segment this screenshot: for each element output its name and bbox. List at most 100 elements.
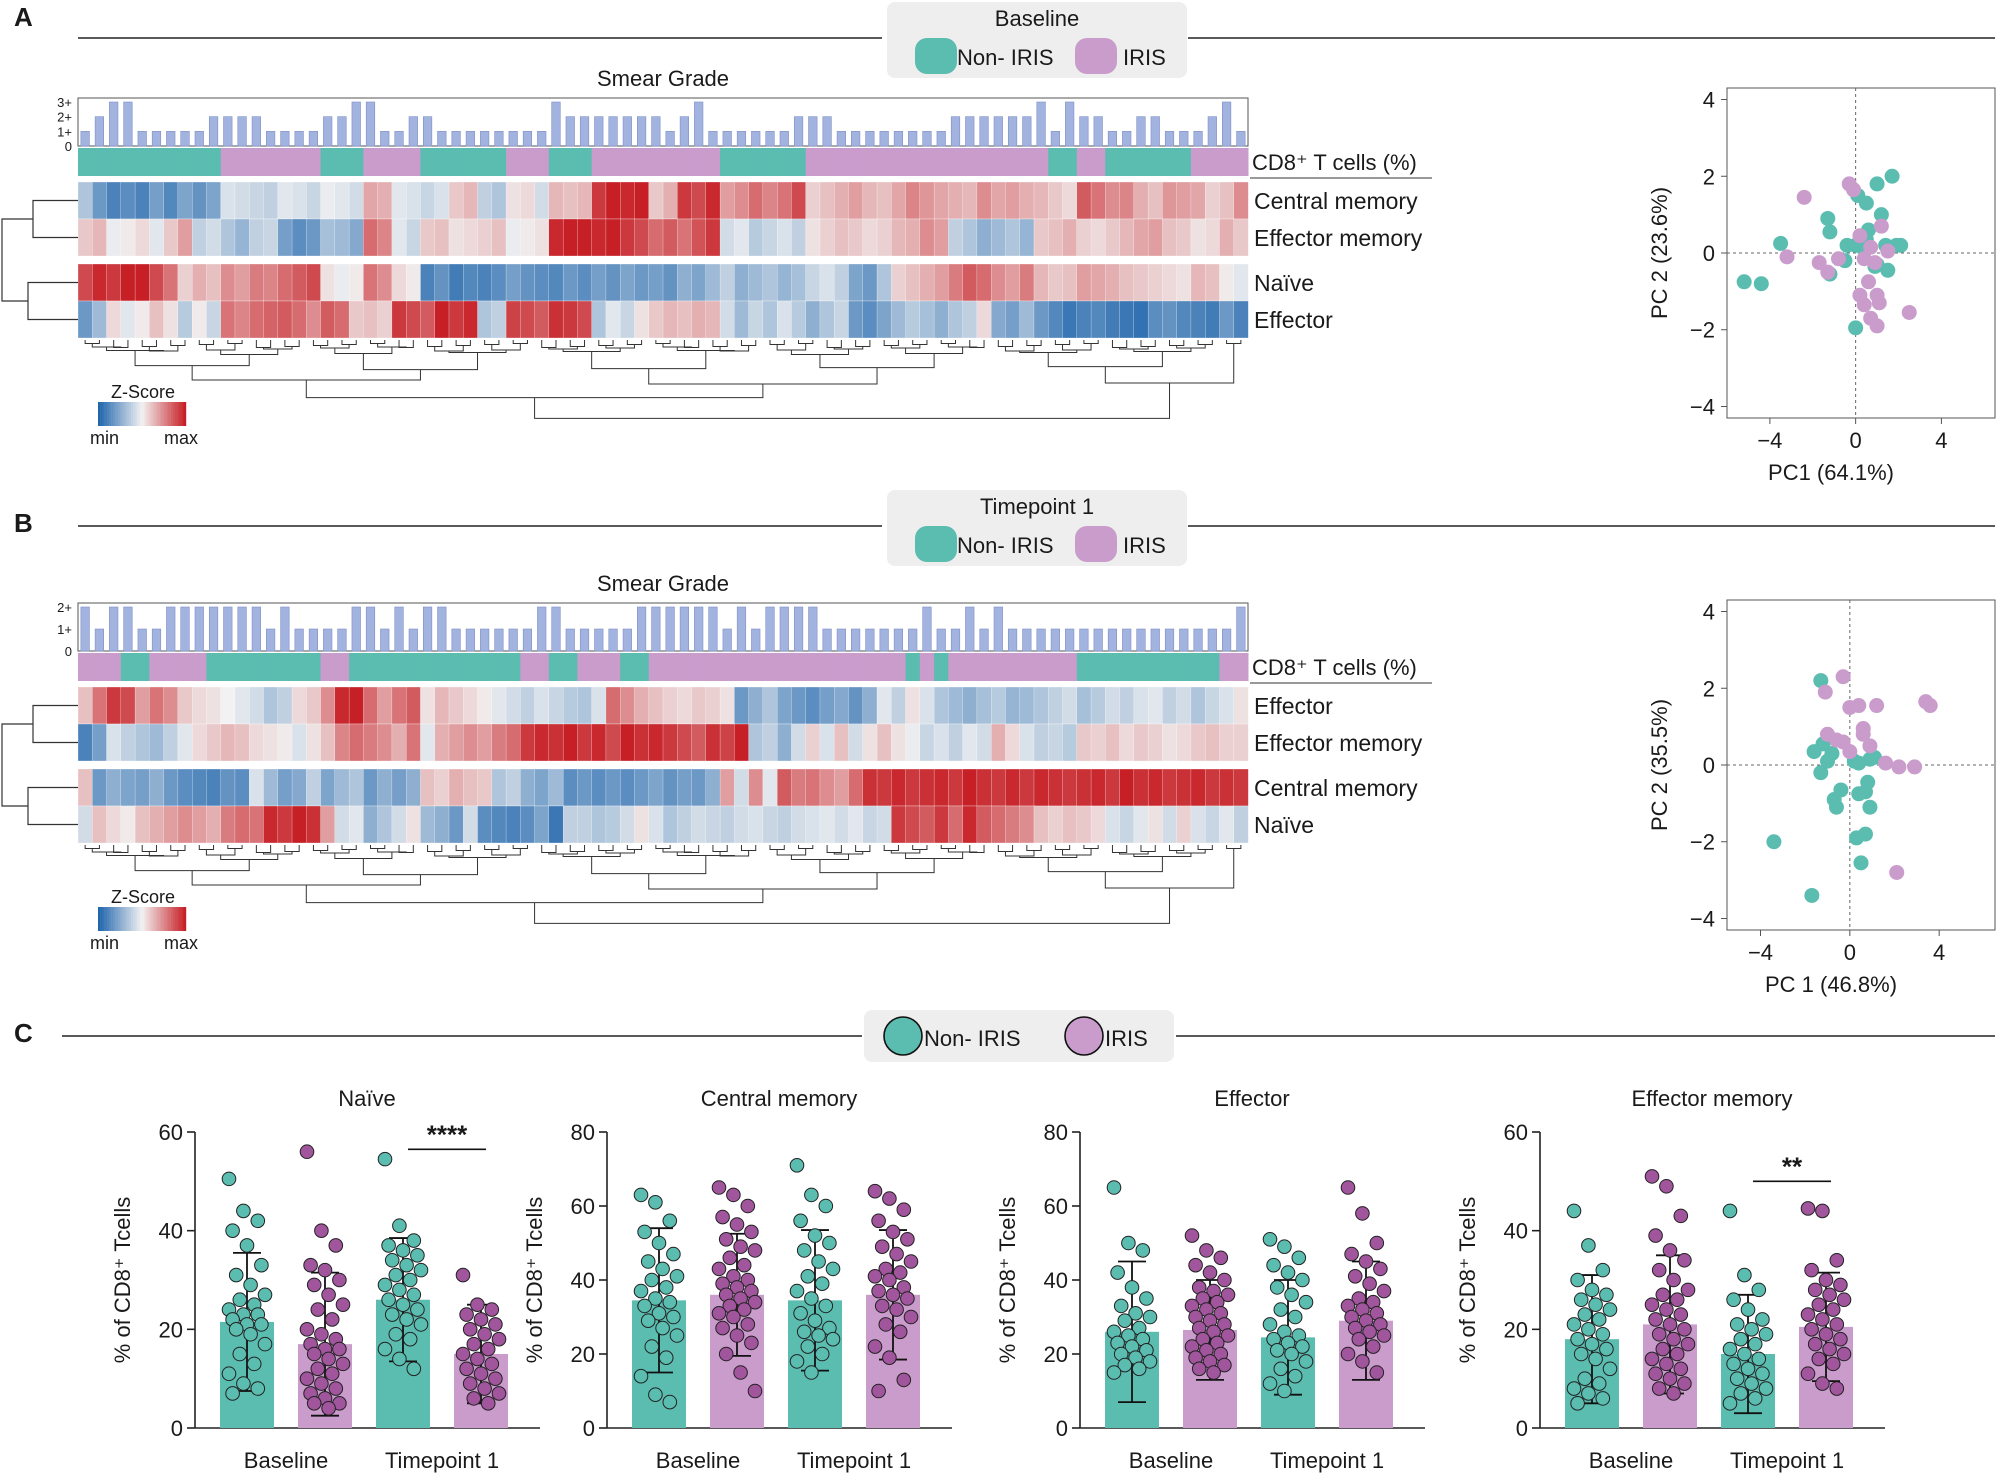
data-point-non_iris xyxy=(1566,1317,1582,1332)
data-point-iris xyxy=(867,1269,883,1284)
pca-point-non-iris xyxy=(1848,320,1864,336)
heatmap-cell xyxy=(420,723,436,762)
smear-grade-bar xyxy=(594,628,604,652)
smear-grade-bar xyxy=(594,116,604,147)
column-dendrogram-branch xyxy=(305,380,764,399)
group-annotation-cell xyxy=(862,148,878,176)
heatmap-cell xyxy=(677,218,693,257)
y-axis-tick-label: 20 xyxy=(159,1317,183,1342)
smear-grade-bar xyxy=(251,606,261,652)
data-point-iris xyxy=(473,1312,489,1327)
column-dendrogram-branch xyxy=(947,848,978,853)
heatmap-cell xyxy=(391,263,407,302)
heatmap-cell xyxy=(634,300,650,339)
data-point-non_iris xyxy=(637,1298,652,1314)
zscore-gradient-step xyxy=(144,402,147,426)
heatmap-cell xyxy=(191,263,207,302)
heatmap-cell xyxy=(149,181,165,220)
y-axis-tick-label: 80 xyxy=(571,1120,595,1145)
heatmap-cell xyxy=(1019,805,1035,844)
heatmap-cell xyxy=(406,723,421,762)
column-dendrogram-branch xyxy=(855,845,871,852)
smear-grade-bar xyxy=(779,131,789,147)
smear-grade-bar xyxy=(922,606,932,652)
heatmap-cell xyxy=(120,263,136,302)
heatmap-cell xyxy=(1019,300,1035,339)
heatmap-cell xyxy=(662,768,678,807)
heatmap-cell xyxy=(605,686,621,725)
data-point-iris xyxy=(1651,1326,1667,1342)
data-point-iris xyxy=(1836,1346,1852,1362)
smear-grade-title: Smear Grade xyxy=(597,66,729,91)
heatmap-cell xyxy=(662,218,678,257)
data-point-non_iris xyxy=(669,1328,685,1343)
data-point-iris xyxy=(462,1376,478,1391)
pca-x-tick-label: 0 xyxy=(1844,940,1856,965)
heatmap-cell xyxy=(1033,686,1049,725)
zscore-gradient-step xyxy=(131,907,134,931)
heatmap-cell xyxy=(1119,686,1135,725)
heatmap-cell xyxy=(163,805,179,844)
data-point-non_iris xyxy=(1273,1361,1289,1377)
group-annotation-cell xyxy=(92,148,108,176)
heatmap-cell xyxy=(1147,263,1163,302)
heatmap-cell xyxy=(249,768,265,807)
heatmap-cell xyxy=(862,723,878,762)
heatmap-cell xyxy=(206,218,222,257)
pca-x-tick-label: −4 xyxy=(1757,428,1782,453)
heatmap-cell xyxy=(177,768,193,807)
zscore-gradient-step xyxy=(175,907,178,931)
heatmap-cell xyxy=(448,181,464,220)
group-annotation-cell xyxy=(135,148,150,176)
y-axis-tick-label: 20 xyxy=(1504,1317,1528,1342)
heatmap-cell xyxy=(220,805,236,844)
heatmap-cell xyxy=(334,181,350,220)
heatmap-cell xyxy=(605,218,621,257)
data-point-iris xyxy=(882,1272,897,1288)
heatmap-cell xyxy=(320,181,336,220)
data-point-non_iris xyxy=(413,1262,429,1278)
data-point-non_iris xyxy=(1284,1346,1299,1362)
data-point-non_iris xyxy=(1570,1272,1585,1288)
smear-grade-bar xyxy=(266,131,276,147)
data-point-non_iris xyxy=(807,1313,823,1328)
smear-grade-bar xyxy=(579,116,590,147)
data-point-non_iris xyxy=(1124,1280,1140,1295)
pca-point-non-iris xyxy=(1766,834,1782,850)
data-point-non_iris xyxy=(1737,1267,1752,1283)
group-annotation-cell xyxy=(306,653,322,681)
heatmap-cell xyxy=(1190,263,1206,302)
bar-chart-title: Central memory xyxy=(701,1086,857,1111)
heatmap-cell xyxy=(191,686,207,725)
heatmap-cell xyxy=(848,218,864,257)
data-point-non_iris xyxy=(228,1267,244,1283)
data-point-non_iris xyxy=(793,1213,808,1229)
group-annotation-cell xyxy=(976,653,992,681)
smear-grade-bar xyxy=(1164,131,1175,147)
data-point-iris xyxy=(466,1336,482,1352)
heatmap-cell xyxy=(962,686,978,725)
zscore-gradient-step xyxy=(153,907,156,931)
smear-grade-bar xyxy=(151,131,162,147)
smear-grade-bar xyxy=(694,101,704,147)
heatmap-cell xyxy=(1005,686,1021,725)
group-annotation-cell xyxy=(634,148,650,176)
heatmap-cell xyxy=(876,181,892,220)
data-point-non_iris xyxy=(254,1317,269,1332)
group-annotation-cell xyxy=(463,653,479,681)
heatmap-cell xyxy=(734,805,750,844)
heatmap-cell xyxy=(448,768,464,807)
data-point-iris xyxy=(466,1391,482,1406)
group-annotation-cell xyxy=(1119,148,1135,176)
pca-y-tick-label: 4 xyxy=(1703,88,1715,113)
group-annotation-cell xyxy=(78,148,93,176)
data-point-iris xyxy=(1666,1386,1681,1401)
heatmap-cell xyxy=(106,263,122,302)
heatmap-cell xyxy=(791,723,807,762)
heatmap-cell xyxy=(505,300,521,339)
group-annotation-cell xyxy=(648,148,664,176)
smear-grade-bar xyxy=(1193,628,1203,652)
smear-grade-bar xyxy=(1065,628,1075,652)
column-dendrogram-branch xyxy=(883,845,899,851)
heatmap-cell xyxy=(206,300,222,339)
